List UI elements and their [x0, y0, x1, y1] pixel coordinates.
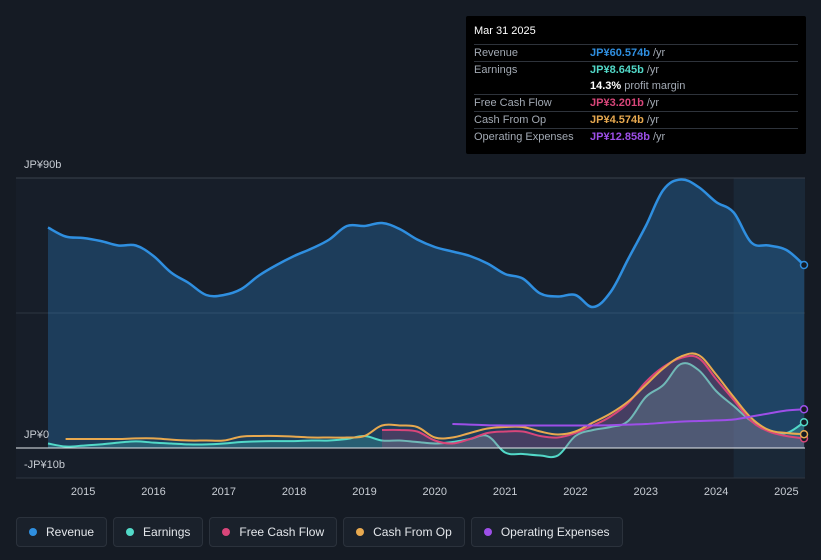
tooltip-row-fcf: Free Cash Flow JP¥3.201b /yr: [474, 94, 798, 111]
tooltip-unit-opex: /yr: [652, 131, 666, 143]
series-endpoint-cfo: [799, 429, 809, 439]
legend-item-fcf[interactable]: Free Cash Flow: [209, 517, 338, 547]
series-endpoint-revenue: [799, 260, 809, 270]
x-tick-label-2021: 2021: [493, 486, 517, 498]
tooltip-row-cfo: Cash From Op JP¥4.574b /yr: [474, 111, 798, 128]
tooltip-row-opex: Operating Expenses JP¥12.858b /yr: [474, 128, 798, 145]
x-tick-label-2024: 2024: [704, 486, 728, 498]
legend-item-earnings[interactable]: Earnings: [113, 517, 204, 547]
x-tick-label-2016: 2016: [141, 486, 165, 498]
legend-item-opex[interactable]: Operating Expenses: [470, 517, 623, 547]
legend-label-fcf: Free Cash Flow: [239, 525, 325, 539]
tooltip-unit-fcf: /yr: [646, 97, 660, 109]
x-tick-label-2022: 2022: [563, 486, 587, 498]
legend-item-cfo[interactable]: Cash From Op: [343, 517, 465, 547]
series-line-cfo: [65, 352, 805, 442]
cfo-dot-icon: [356, 528, 365, 536]
y-tick-label: JP¥90b: [24, 159, 61, 171]
tooltip-label-earnings: Earnings: [474, 64, 518, 76]
tooltip-value-revenue: JP¥60.574b: [590, 47, 650, 59]
series-line-opex: [452, 408, 805, 427]
tooltip-value-opex: JP¥12.858b: [590, 131, 650, 143]
tooltip-value-margin: 14.3%: [590, 80, 622, 92]
legend-label-opex: Operating Expenses: [500, 525, 610, 539]
tooltip-unit-revenue: /yr: [652, 47, 666, 59]
x-tick-label-2017: 2017: [212, 486, 236, 498]
series-area-fcf: [382, 355, 804, 448]
opex-dot-icon: [483, 528, 492, 536]
tooltip-value-cfo: JP¥4.574b: [590, 114, 644, 126]
tooltip-value-fcf: JP¥3.201b: [590, 97, 644, 109]
series-line-revenue: [47, 178, 805, 309]
y-tick-label: JP¥0: [24, 429, 49, 441]
tooltip-value-earnings: JP¥8.645b: [590, 64, 644, 76]
fcf-dot-icon: [222, 528, 231, 536]
x-tick-label-2025: 2025: [774, 486, 798, 498]
series-endpoint-earnings: [799, 417, 809, 427]
revenue-dot-icon: [29, 528, 37, 536]
tooltip-row-earnings: Earnings JP¥8.645b /yr: [474, 61, 798, 78]
series-area-revenue: [48, 179, 804, 448]
legend-label-revenue: Revenue: [46, 525, 95, 539]
tooltip-label-opex: Operating Expenses: [474, 131, 574, 143]
x-tick-label-2023: 2023: [634, 486, 658, 498]
series-line-earnings: [47, 362, 805, 459]
tooltip-unit-cfo: /yr: [646, 114, 660, 126]
series-endpoint-opex: [799, 405, 809, 414]
tooltip-row-margin: 14.3% profit margin: [474, 78, 798, 94]
tooltip-date: Mar 31 2025: [474, 25, 536, 37]
x-tick-label-2015: 2015: [71, 486, 95, 498]
legend-label-earnings: Earnings: [143, 525, 191, 539]
earnings-dot-icon: [126, 528, 135, 536]
tooltip-panel: Mar 31 2025 Revenue JP¥60.574b /yr Earni…: [466, 16, 806, 154]
legend-item-revenue[interactable]: Revenue: [16, 517, 108, 547]
legend: Revenue Earnings Free Cash Flow Cash Fro…: [16, 517, 623, 547]
tooltip-label-revenue: Revenue: [474, 47, 519, 59]
plot-background: [16, 178, 805, 478]
tooltip-unit-earnings: /yr: [646, 64, 660, 76]
x-tick-label-2019: 2019: [352, 486, 376, 498]
y-tick-label: -JP¥10b: [24, 459, 65, 471]
tooltip-row-revenue: Revenue JP¥60.574b /yr: [474, 44, 798, 61]
tooltip-label-fcf: Free Cash Flow: [474, 97, 552, 109]
forecast-region: [733, 178, 805, 478]
x-tick-label-2020: 2020: [423, 486, 447, 498]
x-tick-label-2018: 2018: [282, 486, 306, 498]
legend-label-cfo: Cash From Op: [373, 525, 452, 539]
tooltip-label-cfo: Cash From Op: [474, 114, 547, 126]
chart: JP¥90b JP¥0 -JP¥10b 2015 2016 2017 2018 2019 202…: [16, 159, 809, 498]
tooltip-unit-margin: profit margin: [624, 80, 686, 92]
series-area-earnings: [48, 363, 804, 458]
